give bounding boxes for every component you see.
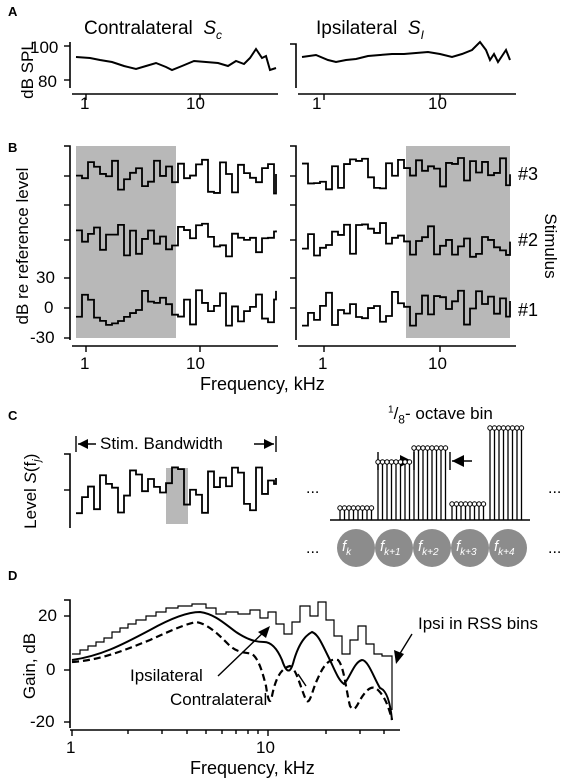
panel-b-ytick-neg30: -30 xyxy=(30,328,55,347)
contralateral-annotation: Contralateral xyxy=(170,690,268,709)
level-label-end: ) xyxy=(20,453,40,460)
stimulus-2-ipsilateral-trace xyxy=(302,222,511,258)
panel-d-xtick-1: 1 xyxy=(66,738,76,757)
panel-b-ytick-0: 0 xyxy=(44,298,54,317)
contralateral-gain-line xyxy=(71,620,394,721)
left-title-sub: c xyxy=(216,27,223,42)
panel-b-label: B xyxy=(8,140,18,155)
panel-c-label: C xyxy=(8,408,18,423)
panel-a-left-title: Contralateral Sc xyxy=(84,18,222,42)
panel-b-stimulus-traces xyxy=(76,157,511,327)
right-title-text: Ipsilateral xyxy=(316,18,398,39)
panel-c-ylabel: Level S(fj) xyxy=(21,441,43,541)
level-label-arg: (f xyxy=(20,461,40,473)
panel-a-left-axes xyxy=(64,42,278,100)
panel-c-ellipsis-right-top: ... xyxy=(548,480,562,497)
panel-c-ellipsis-left-top: ... xyxy=(306,480,320,497)
bin-label-5: fk+4 xyxy=(494,538,515,558)
panel-b-right-axes xyxy=(290,145,516,352)
panel-b-ytick-30: 30 xyxy=(36,268,55,287)
bin-circle-2 xyxy=(375,529,413,567)
panel-d-ytick-0: 0 xyxy=(46,660,56,679)
level-label-sub: j xyxy=(31,459,44,462)
panel-b-right-xtick-10: 10 xyxy=(428,354,447,373)
panel-b-left-xtick-1: 1 xyxy=(80,354,90,373)
panel-d-ytick-20: 20 xyxy=(38,606,57,625)
panel-a-right-title: Ipsilateral SI xyxy=(316,18,424,42)
panel-d-label: D xyxy=(8,568,18,583)
right-title-sub: I xyxy=(420,27,424,42)
stimulus-label: Stimulus xyxy=(541,213,560,279)
stimulus-3-ipsilateral-trace xyxy=(302,157,511,191)
right-title-symbol: S xyxy=(407,18,421,39)
octave-fraction-num: 1 xyxy=(388,404,394,416)
panel-c-axes xyxy=(64,453,71,528)
stimulus-1-label: #1 xyxy=(518,300,539,320)
octave-bin-3-stems xyxy=(411,445,449,520)
panel-b-right-shaded-bandwidth xyxy=(406,146,510,338)
stim-bandwidth-label: Stim. Bandwidth xyxy=(100,434,223,453)
panel-b-left-shaded-bandwidth xyxy=(76,146,176,338)
bin-circle-1 xyxy=(337,529,375,567)
panel-b-left-xtick-10: 10 xyxy=(186,354,205,373)
panel-c-level-trace xyxy=(76,466,277,515)
ipsilateral-gain-line xyxy=(71,610,393,721)
panel-c-bandwidth-arrow xyxy=(75,436,277,452)
panel-a-ytick-80: 80 xyxy=(38,72,57,91)
bin-circle-5 xyxy=(489,529,527,567)
panel-d-ytick-neg20: -20 xyxy=(30,712,55,731)
panel-b-left-axes xyxy=(64,145,278,352)
level-label-sym: S xyxy=(20,472,40,484)
bin-circle-4 xyxy=(451,529,489,567)
level-label-prefix: Level xyxy=(20,483,40,529)
octave-bin-text: - octave bin xyxy=(404,404,493,423)
ipsilateral-spl-line xyxy=(301,40,511,64)
stimulus-3-contralateral-trace xyxy=(76,158,277,195)
octave-bin-label: 1/8- octave bin xyxy=(388,404,493,427)
octave-bin-4-stems xyxy=(449,501,487,520)
panel-d-xtick-10: 10 xyxy=(256,738,275,757)
ipsilateral-annotation: Ipsilateral xyxy=(130,666,203,685)
left-title-symbol: S xyxy=(203,18,217,39)
panel-b-xlabel: Frequency, kHz xyxy=(200,374,325,394)
panel-a-right-axes xyxy=(290,43,516,100)
panel-a-left-xtick-1: 1 xyxy=(80,94,90,113)
bin-label-1: fk xyxy=(342,538,352,558)
stimulus-3-label: #3 xyxy=(518,164,539,184)
octave-bin-1-stems xyxy=(337,505,375,520)
panel-a-ytick-100: 100 xyxy=(30,38,59,57)
octave-bin-5-stems xyxy=(487,425,525,520)
panel-b-right-xtick-1: 1 xyxy=(318,354,328,373)
stimulus-2-label: #2 xyxy=(518,230,539,250)
bin-label-4: fk+3 xyxy=(456,538,477,558)
bin-label-3: fk+2 xyxy=(418,538,439,558)
octave-bin-2-stems xyxy=(375,459,413,520)
panel-a-right-xtick-1: 1 xyxy=(312,94,322,113)
ipsi-rss-bins-step-line xyxy=(72,601,393,710)
panel-c-ellipsis-left-bottom: ... xyxy=(306,540,320,557)
panel-a-label: A xyxy=(8,4,18,19)
contralateral-spl-line xyxy=(75,47,277,72)
left-title-text: Contralateral xyxy=(84,18,193,39)
panel-d-axes xyxy=(64,599,400,736)
octave-bin-circles xyxy=(337,529,527,567)
panel-d-xlabel: Frequency, kHz xyxy=(190,758,315,778)
panel-b-ylabel: dB re reference level xyxy=(13,167,32,325)
panel-c-ellipsis-right-bottom: ... xyxy=(548,540,562,557)
panel-d-annotation-arrows xyxy=(217,626,413,687)
octave-bin-stems xyxy=(330,425,530,521)
octave-fraction-den: 8 xyxy=(398,412,405,427)
bin-circle-3 xyxy=(413,529,451,567)
stimulus-1-contralateral-trace xyxy=(76,289,277,327)
bin-label-2: fk+1 xyxy=(380,538,401,558)
panel-a-right-xtick-10: 10 xyxy=(428,94,447,113)
stimulus-2-contralateral-trace xyxy=(76,222,277,258)
panel-d-ylabel: Gain, dB xyxy=(20,632,39,700)
level-step-trace xyxy=(76,466,277,515)
stimulus-1-ipsilateral-trace xyxy=(302,289,511,327)
ipsi-rss-annotation: Ipsi in RSS bins xyxy=(418,614,538,633)
